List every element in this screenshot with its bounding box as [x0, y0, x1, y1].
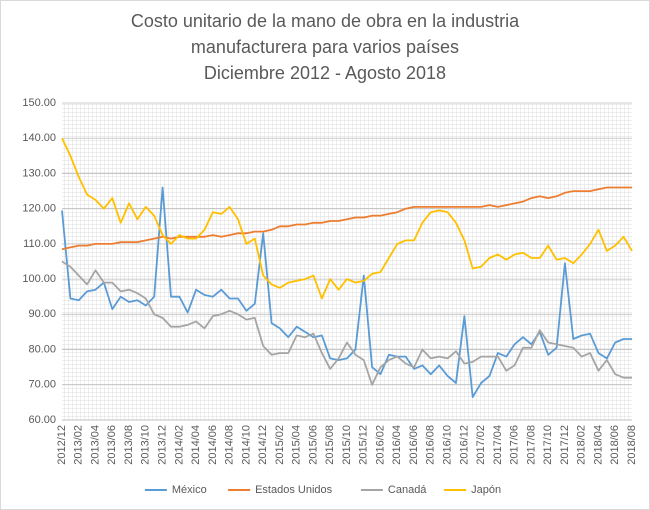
legend-label: Japón [471, 484, 501, 496]
x-tick-label: 2016/10 [441, 425, 453, 465]
x-tick-label: 2015/08 [324, 425, 336, 465]
series-line [61, 186, 632, 251]
x-tick-label: 2016/08 [425, 425, 437, 465]
x-tick-label: 2015/04 [291, 425, 303, 465]
x-tick-label: 2018/02 [576, 425, 588, 465]
x-tick-label: 2017/08 [525, 425, 537, 465]
x-tick-label: 2016/02 [374, 425, 386, 465]
x-tick-label: 2013/12 [156, 425, 168, 465]
x-tick-label: 2015/02 [274, 425, 286, 465]
y-tick-label: 70.00 [28, 379, 56, 391]
chart-title: manufacturera para varios países [191, 37, 459, 57]
x-tick-label: 2015/06 [307, 425, 319, 465]
x-tick-label: 2013/04 [89, 425, 101, 465]
y-tick-label: 80.00 [28, 343, 56, 355]
legend-label: Canadá [388, 484, 427, 496]
legend-label: México [172, 484, 207, 496]
x-tick-label: 2018/08 [626, 425, 638, 465]
x-tick-label: 2015/10 [341, 425, 353, 465]
legend-label: Estados Unidos [255, 484, 333, 496]
series-line [61, 260, 632, 386]
x-tick-label: 2014/08 [224, 425, 236, 465]
x-tick-label: 2017/12 [559, 425, 571, 465]
x-tick-label: 2018/04 [592, 425, 604, 465]
y-tick-label: 150.00 [22, 97, 56, 109]
series-line [61, 137, 633, 300]
x-tick-label: 2013/10 [140, 425, 152, 465]
x-tick-label: 2014/04 [190, 425, 202, 465]
y-tick-label: 90.00 [28, 308, 56, 320]
y-tick-label: 140.00 [22, 132, 56, 144]
x-tick-label: 2015/12 [358, 425, 370, 465]
y-tick-label: 130.00 [22, 167, 56, 179]
x-tick-label: 2014/10 [240, 425, 252, 465]
x-tick-label: 2017/10 [542, 425, 554, 465]
x-tick-label: 2014/12 [257, 425, 269, 465]
x-tick-label: 2014/02 [173, 425, 185, 465]
y-tick-label: 120.00 [22, 203, 56, 215]
y-tick-label: 100.00 [22, 273, 56, 285]
x-tick-label: 2014/06 [207, 425, 219, 465]
chart-title: Diciembre 2012 - Agosto 2018 [204, 63, 446, 83]
chart-title: Costo unitario de la mano de obra en la … [131, 11, 520, 31]
y-tick-label: 110.00 [23, 238, 56, 250]
x-tick-label: 2016/12 [458, 425, 470, 465]
x-tick-label: 2013/08 [123, 425, 135, 465]
x-tick-label: 2013/02 [73, 425, 85, 465]
x-tick-label: 2017/02 [475, 425, 487, 465]
x-tick-label: 2012/12 [56, 425, 68, 465]
y-tick-label: 60.00 [28, 414, 56, 426]
x-tick-label: 2017/06 [509, 425, 521, 465]
x-tick-label: 2016/04 [391, 425, 403, 465]
x-tick-label: 2013/06 [106, 425, 118, 465]
plot-area [62, 103, 632, 420]
x-tick-label: 2017/04 [492, 425, 504, 465]
x-tick-label: 2018/06 [609, 425, 621, 465]
x-tick-label: 2016/06 [408, 425, 420, 465]
